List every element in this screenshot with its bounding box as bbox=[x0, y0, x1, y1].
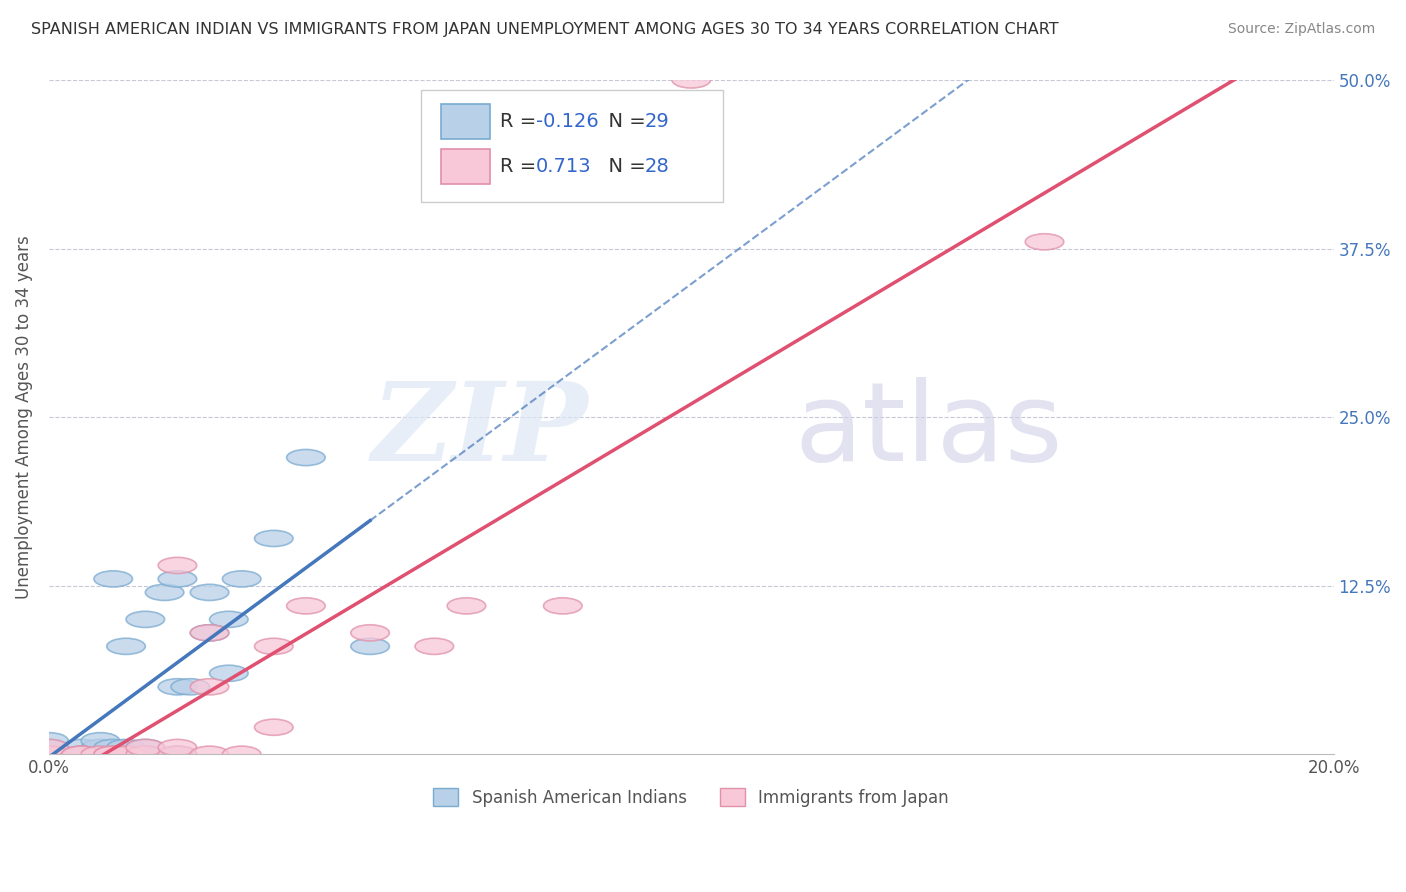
Ellipse shape bbox=[209, 611, 247, 627]
Text: -0.126: -0.126 bbox=[536, 112, 599, 130]
Ellipse shape bbox=[254, 531, 292, 547]
Ellipse shape bbox=[222, 746, 262, 763]
Ellipse shape bbox=[254, 719, 292, 735]
Ellipse shape bbox=[107, 746, 145, 763]
Ellipse shape bbox=[157, 746, 197, 763]
Text: R =: R = bbox=[501, 112, 543, 130]
Ellipse shape bbox=[157, 571, 197, 587]
Legend: Spanish American Indians, Immigrants from Japan: Spanish American Indians, Immigrants fro… bbox=[427, 781, 956, 814]
Ellipse shape bbox=[415, 639, 454, 655]
Ellipse shape bbox=[544, 598, 582, 614]
Text: Source: ZipAtlas.com: Source: ZipAtlas.com bbox=[1227, 22, 1375, 37]
Ellipse shape bbox=[127, 746, 165, 763]
Ellipse shape bbox=[62, 739, 100, 756]
Ellipse shape bbox=[190, 746, 229, 763]
Ellipse shape bbox=[190, 679, 229, 695]
Text: atlas: atlas bbox=[794, 377, 1063, 484]
Ellipse shape bbox=[447, 598, 485, 614]
Ellipse shape bbox=[287, 450, 325, 466]
Ellipse shape bbox=[30, 746, 69, 763]
Text: 0.713: 0.713 bbox=[536, 158, 592, 177]
Ellipse shape bbox=[222, 571, 262, 587]
Ellipse shape bbox=[82, 739, 120, 756]
Ellipse shape bbox=[209, 665, 247, 681]
Ellipse shape bbox=[254, 639, 292, 655]
Text: 28: 28 bbox=[645, 158, 669, 177]
Ellipse shape bbox=[94, 571, 132, 587]
Ellipse shape bbox=[127, 611, 165, 627]
Ellipse shape bbox=[287, 598, 325, 614]
Ellipse shape bbox=[1025, 234, 1064, 250]
Ellipse shape bbox=[107, 639, 145, 655]
Ellipse shape bbox=[94, 746, 132, 763]
Y-axis label: Unemployment Among Ages 30 to 34 years: Unemployment Among Ages 30 to 34 years bbox=[15, 235, 32, 599]
Ellipse shape bbox=[82, 732, 120, 748]
Ellipse shape bbox=[30, 739, 69, 756]
Ellipse shape bbox=[352, 624, 389, 641]
Text: N =: N = bbox=[596, 158, 652, 177]
Text: N =: N = bbox=[596, 112, 652, 130]
Ellipse shape bbox=[30, 746, 69, 763]
Ellipse shape bbox=[190, 624, 229, 641]
Ellipse shape bbox=[62, 746, 100, 763]
Ellipse shape bbox=[62, 746, 100, 763]
Bar bbox=[440, 103, 489, 138]
Ellipse shape bbox=[30, 732, 69, 748]
Text: R =: R = bbox=[501, 158, 548, 177]
Ellipse shape bbox=[82, 746, 120, 763]
FancyBboxPatch shape bbox=[422, 90, 723, 202]
Ellipse shape bbox=[127, 739, 165, 756]
Text: SPANISH AMERICAN INDIAN VS IMMIGRANTS FROM JAPAN UNEMPLOYMENT AMONG AGES 30 TO 3: SPANISH AMERICAN INDIAN VS IMMIGRANTS FR… bbox=[31, 22, 1059, 37]
Bar bbox=[440, 150, 489, 185]
Ellipse shape bbox=[172, 679, 209, 695]
Ellipse shape bbox=[190, 624, 229, 641]
Ellipse shape bbox=[157, 558, 197, 574]
Ellipse shape bbox=[30, 739, 69, 756]
Ellipse shape bbox=[94, 739, 132, 756]
Ellipse shape bbox=[190, 584, 229, 600]
Ellipse shape bbox=[94, 746, 132, 763]
Ellipse shape bbox=[30, 746, 69, 763]
Ellipse shape bbox=[82, 746, 120, 763]
Ellipse shape bbox=[127, 739, 165, 756]
Ellipse shape bbox=[352, 639, 389, 655]
Ellipse shape bbox=[62, 746, 100, 763]
Text: 29: 29 bbox=[645, 112, 669, 130]
Ellipse shape bbox=[94, 746, 132, 763]
Ellipse shape bbox=[672, 72, 710, 88]
Text: ZIP: ZIP bbox=[371, 376, 589, 484]
Ellipse shape bbox=[30, 746, 69, 763]
Ellipse shape bbox=[157, 739, 197, 756]
Ellipse shape bbox=[157, 746, 197, 763]
Ellipse shape bbox=[145, 584, 184, 600]
Ellipse shape bbox=[127, 746, 165, 763]
Ellipse shape bbox=[157, 679, 197, 695]
Ellipse shape bbox=[107, 739, 145, 756]
